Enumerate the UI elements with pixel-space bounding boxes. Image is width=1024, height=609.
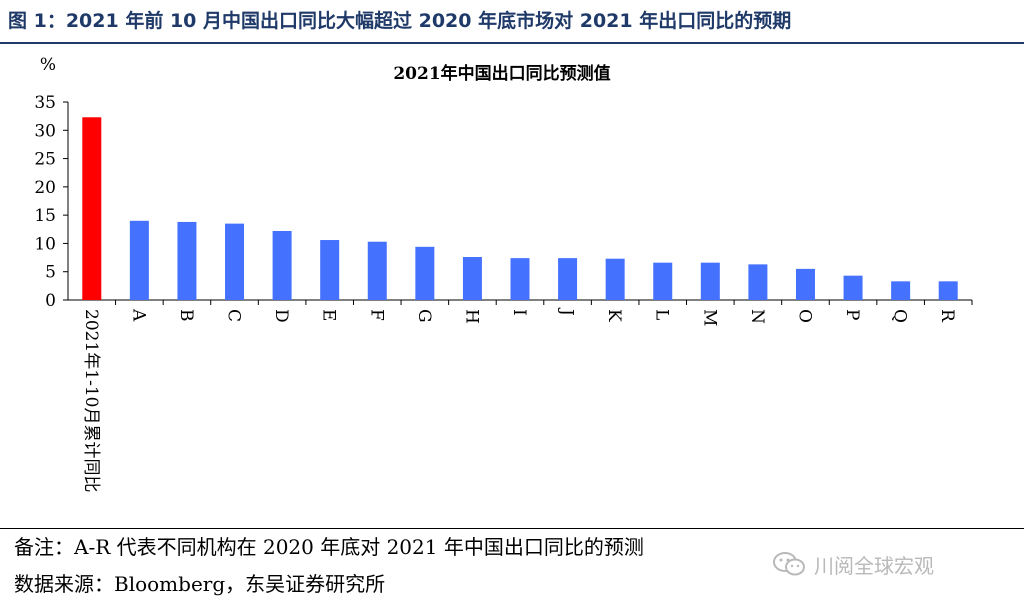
- x-tick-label: H: [461, 309, 481, 324]
- y-tick-label: 0: [45, 291, 56, 311]
- x-tick-label: K: [604, 309, 624, 322]
- y-tick-label: 25: [34, 150, 56, 170]
- bar-P: [843, 275, 863, 300]
- bar-N: [748, 264, 768, 300]
- x-tick-label: J: [557, 307, 577, 316]
- bar-M: [700, 262, 720, 300]
- bar-O: [795, 268, 815, 300]
- bar-J: [558, 258, 578, 300]
- x-tick-label: R: [937, 309, 957, 323]
- chart-title: 2021年中国出口同比预测值: [393, 63, 610, 84]
- footer-divider: [0, 528, 1024, 529]
- x-tick-label: I: [509, 309, 529, 316]
- bar-A: [129, 220, 149, 300]
- x-tick-label: N: [747, 309, 767, 324]
- y-axis-unit-label: %: [40, 55, 56, 75]
- x-tick-label: M: [699, 309, 719, 326]
- x-tick-label: D: [271, 309, 291, 323]
- y-tick-label: 10: [34, 234, 56, 254]
- y-tick-label: 30: [34, 121, 56, 141]
- bar-B: [177, 221, 197, 300]
- x-tick-label: L: [652, 309, 672, 320]
- bar-F: [367, 241, 387, 300]
- bar-L: [653, 262, 673, 300]
- x-tick-label: P: [842, 309, 862, 320]
- bar-G: [415, 246, 435, 300]
- y-tick-label: 20: [34, 178, 56, 198]
- x-tick-label: C: [224, 309, 244, 322]
- x-tick-label: O: [794, 309, 814, 323]
- bar-H: [462, 257, 482, 300]
- title-divider: [0, 42, 1024, 44]
- bar-D: [272, 230, 292, 300]
- x-tick-label: A: [128, 308, 148, 322]
- bar-chart: 2021年中国出口同比预测值% 0 5 10 15 20 25 30 35 2021年1-10月累…: [34, 55, 973, 492]
- figure-source: 数据来源：Bloomberg，东吴证券研究所: [14, 572, 386, 596]
- x-tick-label: G: [414, 309, 434, 323]
- bar-Q: [891, 281, 911, 300]
- y-tick-label: 5: [45, 263, 56, 283]
- y-tick-label: 35: [34, 93, 56, 113]
- x-tick-label: E: [319, 309, 339, 321]
- x-tick-label: 2021年1-10月累计同比: [81, 309, 101, 492]
- wechat-icon: [773, 552, 805, 576]
- x-tick-label: Q: [890, 309, 910, 323]
- x-tick-label: F: [366, 309, 386, 321]
- figure-title: 图 1：2021 年前 10 月中国出口同比大幅超过 2020 年底市场对 20…: [8, 10, 792, 32]
- bar-K: [605, 258, 625, 300]
- bar-E: [320, 240, 340, 300]
- figure-note: 备注：A-R 代表不同机构在 2020 年底对 2021 年中国出口同比的预测: [14, 535, 644, 559]
- y-tick-label: 15: [34, 206, 56, 226]
- watermark-label: 川阅全球宏观: [814, 553, 934, 578]
- x-tick-label: B: [176, 309, 196, 322]
- bar-actual: [82, 117, 102, 300]
- bar-R: [938, 281, 958, 300]
- watermark: 川阅全球宏观: [772, 548, 934, 580]
- bar-C: [225, 223, 245, 300]
- bar-I: [510, 258, 530, 300]
